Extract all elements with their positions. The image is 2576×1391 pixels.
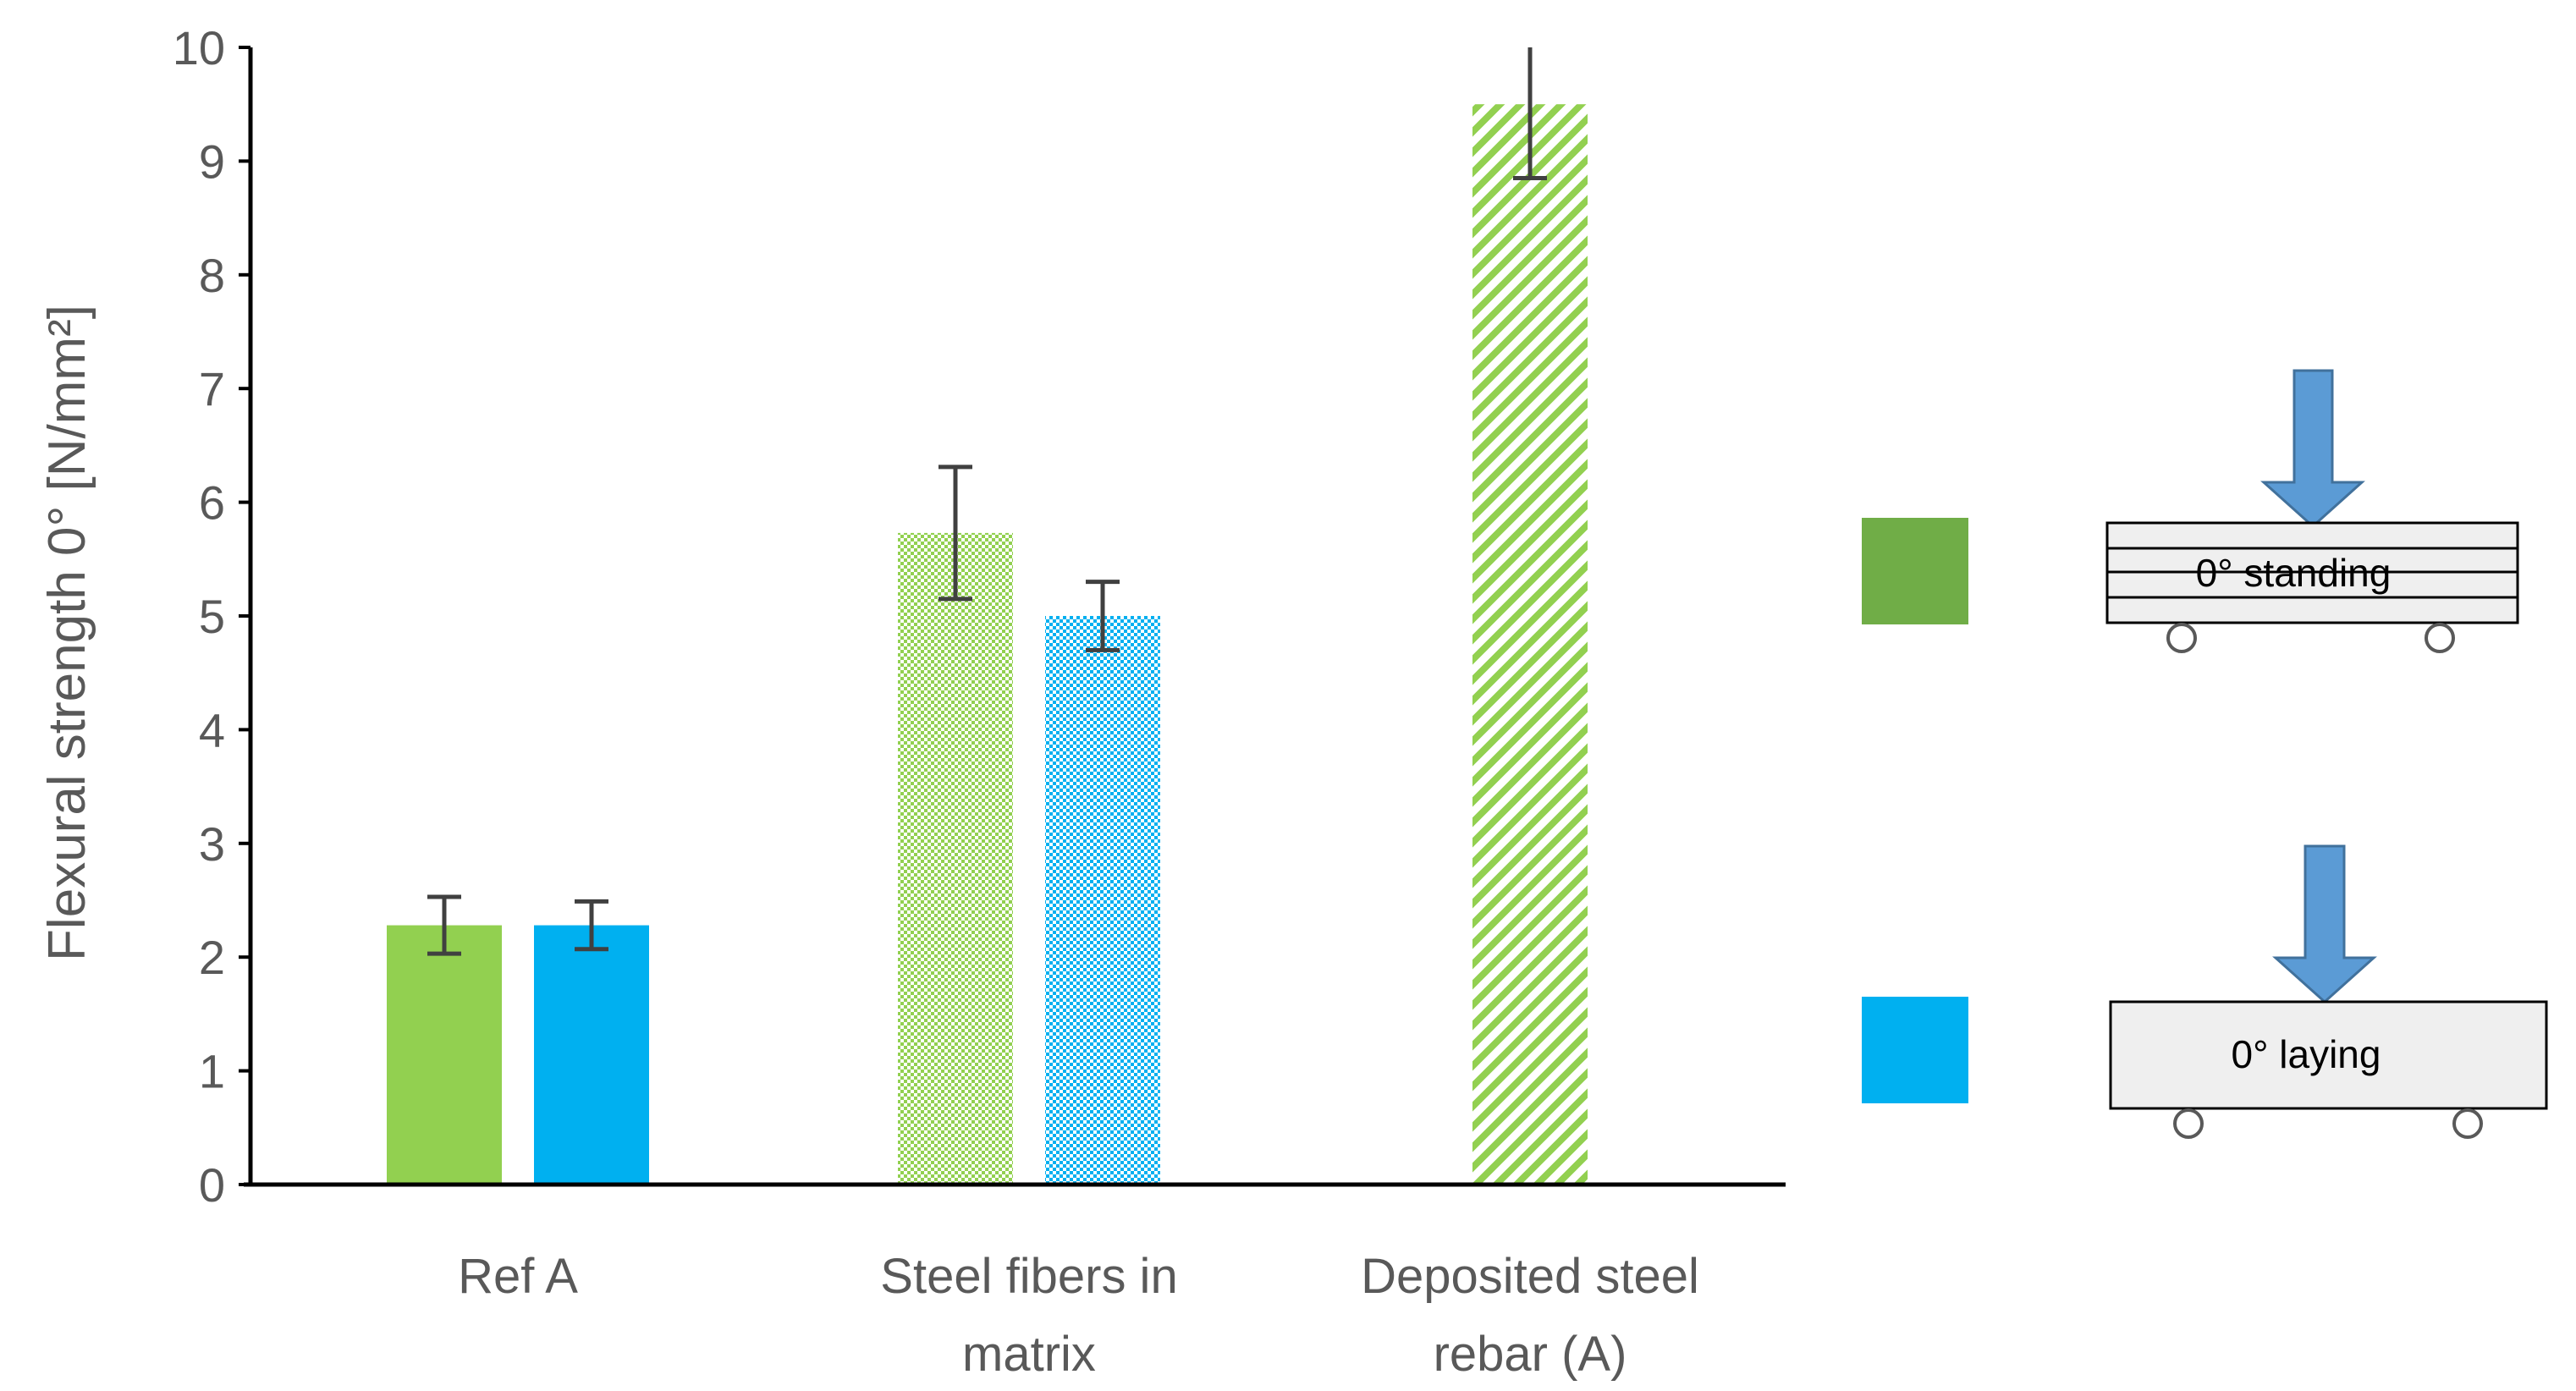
y-tick-label: 8 [199, 249, 225, 302]
legend-label-laying: 0° laying [2232, 1032, 2381, 1076]
x-category-label: Ref A [458, 1249, 578, 1304]
error-bar [575, 899, 608, 952]
support-roller-icon [2425, 623, 2455, 653]
x-category-label: Deposited steel [1361, 1249, 1699, 1304]
error-bar [427, 894, 461, 956]
legend-diagram-laying: 0° laying [2109, 844, 2548, 1139]
error-bar [1513, 47, 1547, 181]
legend-swatch-standing [1862, 518, 1968, 624]
bar-standing [898, 532, 1013, 1185]
x-category-label: matrix [962, 1327, 1096, 1382]
bar-laying [1045, 616, 1160, 1185]
y-tick-label: 3 [199, 817, 225, 871]
y-tick-label: 6 [199, 476, 225, 530]
support-roller-icon [2166, 623, 2197, 653]
bar-laying [534, 925, 649, 1185]
legend-label-standing: 0° standing [2196, 551, 2392, 595]
legend-swatch-laying [1862, 997, 1968, 1103]
y-axis-label: Flexural strength 0° [N/mm²] [38, 305, 96, 961]
y-tick-label: 4 [199, 703, 225, 756]
y-tick-label: 1 [199, 1045, 225, 1098]
solid-beam [2109, 1000, 2548, 1110]
y-tick-label: 5 [199, 590, 225, 643]
y-tick-label: 2 [199, 931, 225, 984]
x-category-label: Steel fibers in [880, 1249, 1177, 1304]
y-tick-label: 10 [173, 21, 225, 74]
y-tick-label: 9 [199, 135, 225, 188]
support-roller-icon [2452, 1108, 2483, 1139]
error-bars [427, 47, 1547, 956]
load-arrow-icon [2272, 844, 2377, 1004]
bars [387, 104, 1588, 1185]
x-category-label: rebar (A) [1434, 1327, 1627, 1382]
y-ticks: 0 1 2 3 4 5 6 7 8 9 10 [173, 21, 250, 1212]
legend-diagram-standing: 0° standing [2105, 369, 2519, 653]
y-tick-label: 0 [199, 1158, 225, 1212]
y-tick-label: 7 [199, 362, 225, 415]
x-labels: Ref A Steel fibers in matrix Deposited stee… [458, 1249, 1699, 1382]
load-arrow-icon [2260, 369, 2365, 529]
support-roller-icon [2173, 1108, 2204, 1139]
bar-standing [1472, 104, 1588, 1185]
error-bar [938, 465, 972, 602]
error-bar [1086, 580, 1120, 652]
bar-standing [387, 925, 502, 1185]
